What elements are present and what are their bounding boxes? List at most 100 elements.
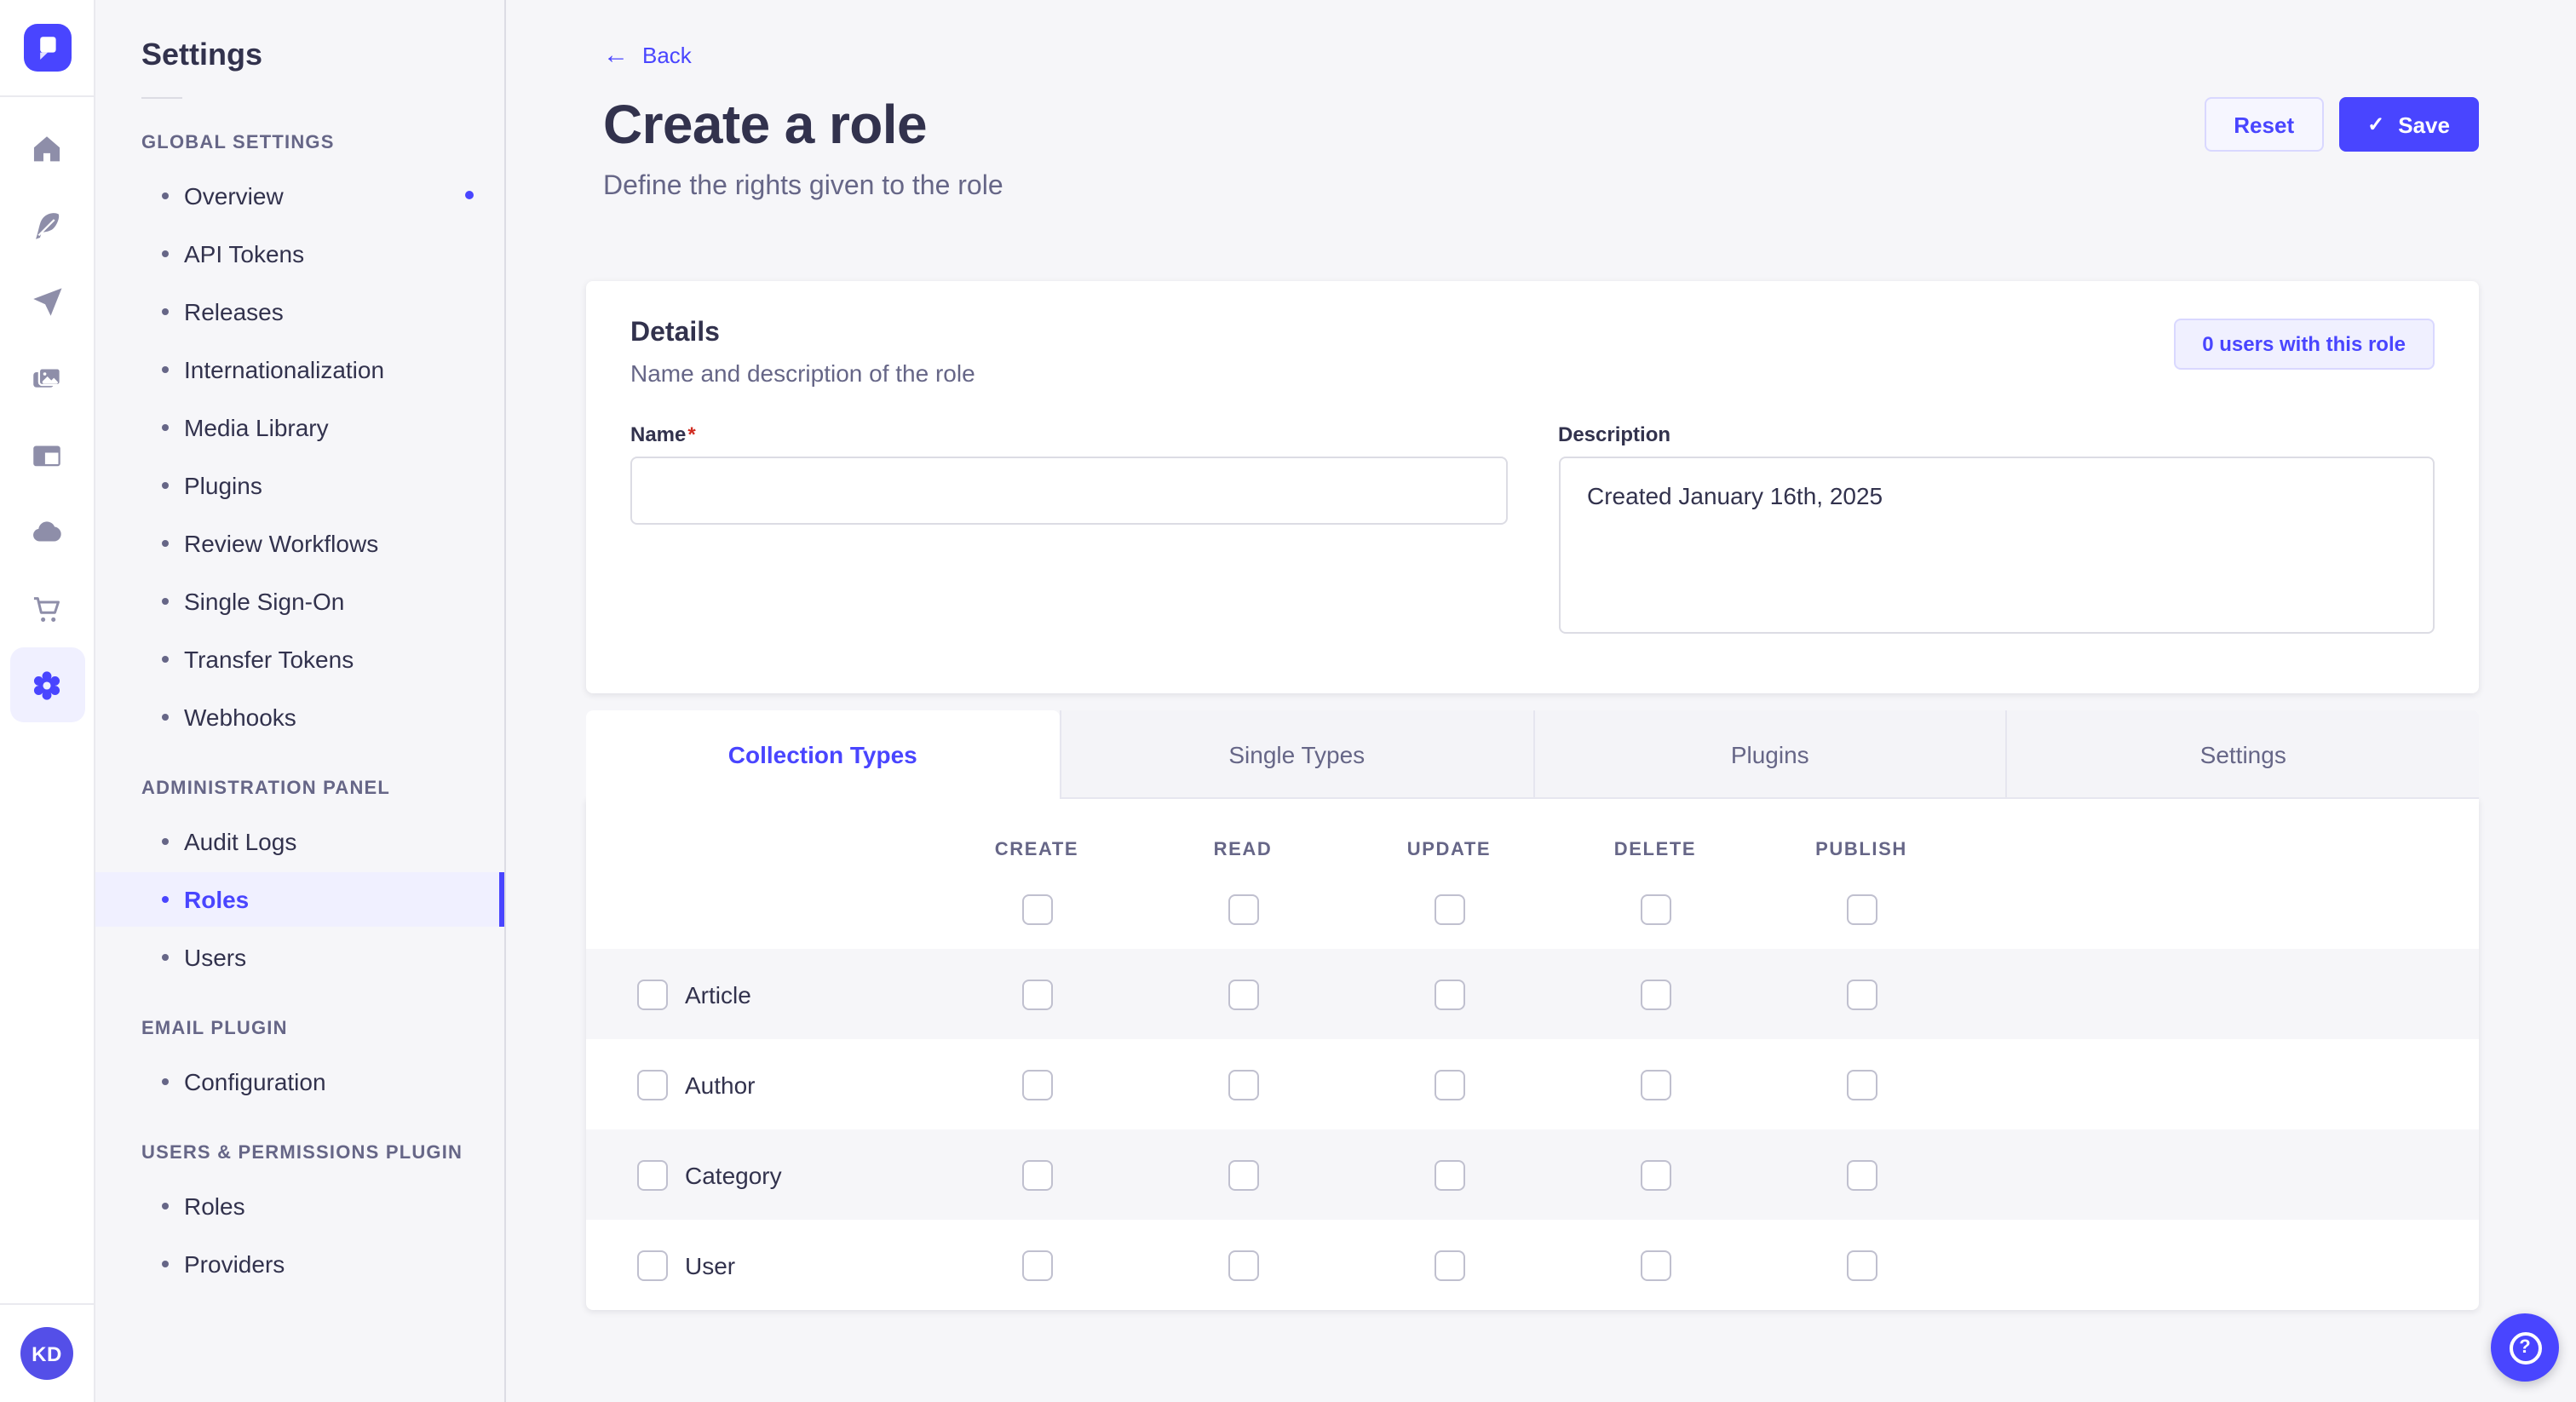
back-arrow-icon: ← — [603, 41, 629, 70]
column-header-read: READ — [1213, 840, 1273, 860]
sidebar-item-label: API Tokens — [184, 240, 305, 267]
role-description-textarea[interactable]: Created January 16th, 2025 — [1558, 457, 2435, 634]
permissions-section: Collection Types Single Types Plugins Se… — [586, 710, 2479, 1310]
strapi-logo-icon[interactable] — [23, 24, 71, 72]
author-update-checkbox[interactable] — [1434, 1069, 1464, 1100]
details-card: Details Name and description of the role… — [586, 281, 2479, 693]
sidebar-item-up-roles[interactable]: Roles — [95, 1179, 504, 1233]
select-all-update-checkbox[interactable] — [1434, 894, 1464, 925]
sidebar-item-plugins[interactable]: Plugins — [95, 458, 504, 513]
category-delete-checkbox[interactable] — [1640, 1159, 1670, 1190]
sidebar-item-api-tokens[interactable]: API Tokens — [95, 227, 504, 281]
sidebar-item-roles[interactable]: Roles — [95, 872, 504, 927]
row-select-checkbox[interactable] — [637, 979, 668, 1009]
help-button[interactable]: ? — [2491, 1313, 2559, 1382]
section-administration-panel: ADMINISTRATION PANEL — [141, 779, 391, 799]
sidebar-item-transfer-tokens[interactable]: Transfer Tokens — [95, 632, 504, 687]
tab-single-types[interactable]: Single Types — [1059, 710, 1532, 799]
bullet-icon — [162, 896, 169, 903]
row-select-checkbox[interactable] — [637, 1069, 668, 1100]
article-delete-checkbox[interactable] — [1640, 979, 1670, 1009]
user-publish-checkbox[interactable] — [1846, 1250, 1877, 1280]
tab-collection-types[interactable]: Collection Types — [586, 710, 1060, 799]
user-create-checkbox[interactable] — [1021, 1250, 1052, 1280]
content-manager-feather-icon[interactable] — [9, 187, 84, 262]
category-update-checkbox[interactable] — [1434, 1159, 1464, 1190]
sidebar-item-single-sign-on[interactable]: Single Sign-On — [95, 574, 504, 629]
tab-plugins[interactable]: Plugins — [1532, 710, 2006, 799]
author-publish-checkbox[interactable] — [1846, 1069, 1877, 1100]
page-subtitle: Define the rights given to the role — [603, 172, 1003, 201]
author-delete-checkbox[interactable] — [1640, 1069, 1670, 1100]
sidebar-item-webhooks[interactable]: Webhooks — [95, 690, 504, 744]
bullet-icon — [162, 1078, 169, 1085]
article-publish-checkbox[interactable] — [1846, 979, 1877, 1009]
send-plane-icon[interactable] — [9, 264, 84, 339]
select-all-read-checkbox[interactable] — [1228, 894, 1258, 925]
cloud-icon[interactable] — [9, 494, 84, 569]
article-create-checkbox[interactable] — [1021, 979, 1052, 1009]
table-row-article: Article — [586, 949, 2479, 1039]
sidebar-item-review-workflows[interactable]: Review Workflows — [95, 516, 504, 571]
back-label: Back — [642, 43, 692, 68]
user-read-checkbox[interactable] — [1228, 1250, 1258, 1280]
sidebar-item-overview[interactable]: Overview — [95, 169, 504, 223]
sidebar-item-configuration[interactable]: Configuration — [95, 1054, 504, 1109]
section-email-plugin: EMAIL PLUGIN — [141, 1019, 288, 1039]
page-title: Create a role — [603, 94, 928, 155]
sidebar-item-media-library[interactable]: Media Library — [95, 400, 504, 455]
save-button[interactable]: ✓ Save — [2338, 97, 2479, 152]
select-all-delete-checkbox[interactable] — [1640, 894, 1670, 925]
sidebar-item-label: Audit Logs — [184, 828, 297, 855]
nav-rail: KD — [0, 0, 95, 1402]
select-all-create-checkbox[interactable] — [1021, 894, 1052, 925]
sidebar-item-internationalization[interactable]: Internationalization — [95, 342, 504, 397]
bullet-icon — [162, 308, 169, 315]
reset-button[interactable]: Reset — [2205, 97, 2324, 152]
sidebar-item-users[interactable]: Users — [95, 930, 504, 985]
sidebar-item-providers[interactable]: Providers — [95, 1237, 504, 1291]
column-header-publish: PUBLISH — [1815, 840, 1907, 860]
bullet-icon — [162, 838, 169, 845]
bullet-icon — [162, 714, 169, 721]
home-icon[interactable] — [9, 111, 84, 186]
table-row-author: Author — [586, 1039, 2479, 1129]
details-title: Details — [630, 319, 720, 348]
content-type-builder-layout-icon[interactable] — [9, 417, 84, 492]
bullet-icon — [162, 366, 169, 373]
tab-settings[interactable]: Settings — [2005, 710, 2479, 799]
bullet-icon — [162, 250, 169, 257]
settings-gear-icon[interactable] — [9, 647, 84, 722]
user-avatar[interactable]: KD — [20, 1327, 73, 1380]
media-library-pictures-icon[interactable] — [9, 341, 84, 416]
permissions-table: CREATE READ UPDATE DELETE PUBLISH — [586, 799, 2479, 1310]
required-asterisk: * — [687, 422, 696, 446]
category-publish-checkbox[interactable] — [1846, 1159, 1877, 1190]
bullet-icon — [162, 482, 169, 489]
row-label: Category — [685, 1161, 782, 1188]
sidebar-divider — [141, 97, 182, 99]
sidebar-item-label: Plugins — [184, 472, 262, 499]
article-read-checkbox[interactable] — [1228, 979, 1258, 1009]
bullet-icon — [162, 656, 169, 663]
bullet-icon — [162, 192, 169, 199]
article-update-checkbox[interactable] — [1434, 979, 1464, 1009]
category-create-checkbox[interactable] — [1021, 1159, 1052, 1190]
back-link[interactable]: ← Back — [603, 43, 692, 68]
users-with-role-badge[interactable]: 0 users with this role — [2173, 319, 2435, 370]
author-create-checkbox[interactable] — [1021, 1069, 1052, 1100]
marketplace-cart-icon[interactable] — [9, 571, 84, 646]
category-read-checkbox[interactable] — [1228, 1159, 1258, 1190]
section-users-permissions-plugin: USERS & PERMISSIONS PLUGIN — [141, 1143, 463, 1164]
row-select-checkbox[interactable] — [637, 1250, 668, 1280]
select-all-publish-checkbox[interactable] — [1846, 894, 1877, 925]
bullet-icon — [162, 954, 169, 961]
sidebar-item-releases[interactable]: Releases — [95, 284, 504, 339]
role-name-input[interactable] — [630, 457, 1507, 525]
user-delete-checkbox[interactable] — [1640, 1250, 1670, 1280]
row-select-checkbox[interactable] — [637, 1159, 668, 1190]
user-update-checkbox[interactable] — [1434, 1250, 1464, 1280]
author-read-checkbox[interactable] — [1228, 1069, 1258, 1100]
save-label: Save — [2398, 112, 2450, 137]
sidebar-item-audit-logs[interactable]: Audit Logs — [95, 814, 504, 869]
